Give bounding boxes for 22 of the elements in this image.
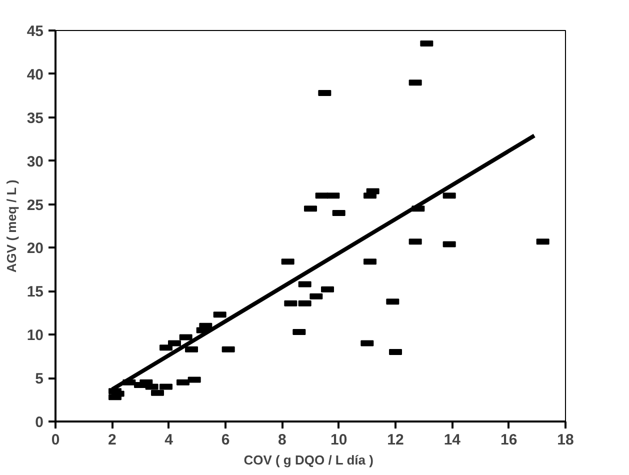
x-tick-label: 10	[330, 432, 348, 448]
x-tick-label: 8	[278, 432, 286, 448]
y-tick-label: 30	[26, 153, 44, 170]
y-tick-label: 0	[35, 414, 44, 431]
x-tick-label: 16	[500, 432, 518, 448]
y-axis-title: AGV ( meq / L )	[4, 180, 19, 273]
y-tick-label: 35	[26, 110, 44, 127]
y-tick-label: 45	[26, 23, 44, 40]
y-tick-label: 15	[26, 284, 44, 301]
x-tick-label: 2	[108, 432, 116, 448]
x-axis-title: COV ( g DQO / L día )	[244, 452, 374, 468]
y-tick-label: 25	[26, 196, 44, 214]
y-tick-label: 20	[26, 240, 44, 258]
x-tick-label: 4	[164, 432, 174, 448]
y-tick-label: 40	[26, 66, 44, 84]
x-tick-label: 18	[557, 432, 574, 448]
y-tick-label: 10	[26, 327, 44, 344]
x-tick-label: 12	[387, 432, 404, 448]
y-tick-label: 5	[35, 370, 44, 388]
x-tick-label: 6	[221, 432, 230, 448]
x-tick-label: 14	[444, 432, 462, 448]
x-tick-label: 0	[51, 432, 60, 448]
